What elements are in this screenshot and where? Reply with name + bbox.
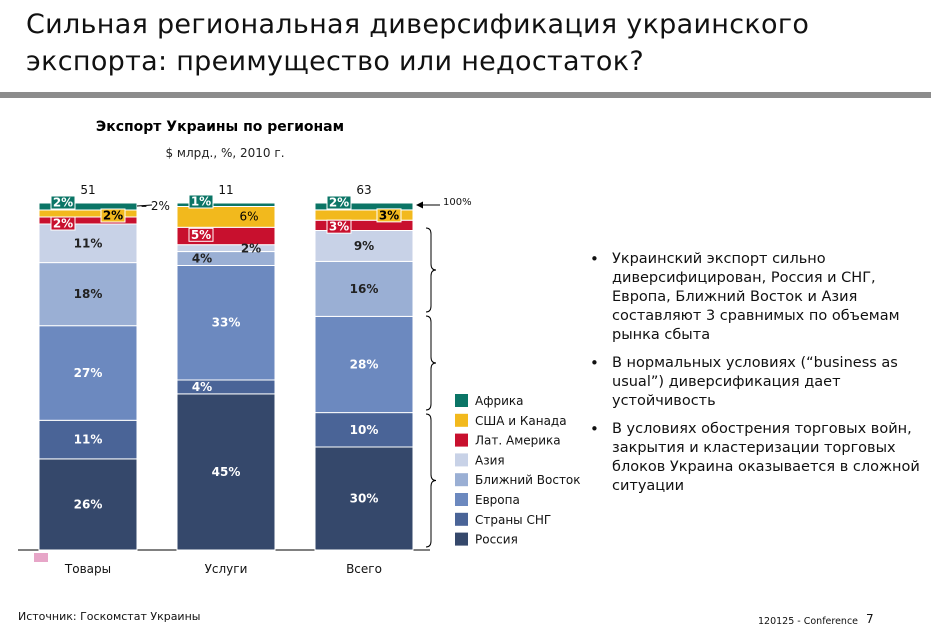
data-label: 2% <box>241 242 261 256</box>
legend-label: Африка <box>475 394 524 408</box>
callout-line <box>136 204 153 207</box>
slide-title: Сильная региональная диверсификация укра… <box>26 9 810 77</box>
data-label: 9% <box>354 239 374 253</box>
data-label-box <box>100 208 126 223</box>
legend-swatch <box>455 394 468 407</box>
legend-label: Ближний Восток <box>475 473 581 487</box>
stacked-bar-chart: 26%11%27%18%11%2%2%2%51Товары45%4%33%4%2… <box>18 183 581 576</box>
legend-swatch <box>455 453 468 467</box>
data-label: 11% <box>74 433 103 447</box>
data-label-box <box>326 219 352 234</box>
bar-segment <box>314 260 414 317</box>
bar-segment <box>314 315 414 414</box>
data-label: 18% <box>74 287 103 301</box>
data-label-box <box>188 227 214 242</box>
bar-segment <box>314 202 414 211</box>
data-label: 11% <box>74 236 103 250</box>
bar-segment <box>314 412 414 448</box>
legend-label: Азия <box>475 453 505 467</box>
data-label: 26% <box>74 497 103 511</box>
category-label: Всего <box>346 562 382 576</box>
data-label: 4% <box>192 380 212 394</box>
data-label: 2% <box>53 196 73 210</box>
chart-subtitle: $ млрд., %, 2010 г. <box>165 146 285 160</box>
bullet-list: Украинский экспорт сильно диверсифициров… <box>590 250 920 505</box>
data-label: 3% <box>329 220 349 234</box>
bar-segment <box>38 458 138 551</box>
page-number: 7 <box>866 612 874 626</box>
data-label: 2% <box>103 209 123 223</box>
title-divider <box>0 92 931 98</box>
chart-title: Экспорт Украины по регионам <box>95 119 345 135</box>
data-label: 6% <box>239 209 258 223</box>
category-label: Товары <box>64 562 111 576</box>
total-marker-label: 100% <box>443 197 472 208</box>
legend-swatch <box>455 473 468 487</box>
legend-label: Россия <box>475 533 518 547</box>
footer-label: 120125 - Conference <box>758 616 859 627</box>
data-label: 1% <box>191 195 211 209</box>
bar-segment <box>176 393 276 551</box>
data-label: 2% <box>53 217 73 231</box>
decorative-mark <box>34 553 48 562</box>
bullet-item: В нормальных условиях (“business as usua… <box>590 354 920 411</box>
data-label: 3% <box>379 208 399 222</box>
data-label: 4% <box>192 252 212 266</box>
legend-swatch <box>455 433 468 447</box>
data-label: 30% <box>350 492 379 506</box>
data-label: 16% <box>350 282 379 296</box>
bar-segment <box>38 419 138 460</box>
data-label-box <box>376 208 402 223</box>
brace-russia-cis <box>425 413 437 548</box>
bar-segment <box>176 265 276 381</box>
bar-segment <box>38 223 138 264</box>
brace-asia-mideast <box>425 227 437 313</box>
legend-swatch <box>455 512 468 526</box>
source-note: Источник: Госкомстат Украины <box>18 610 201 623</box>
bar-segment <box>38 262 138 327</box>
legend-swatch <box>455 493 468 506</box>
category-label: Услуги <box>205 562 248 576</box>
bullet-item: В условиях обострения торговых войн, зак… <box>590 420 920 496</box>
legend-label: Лат. Америка <box>475 434 561 448</box>
bar-total-label: 51 <box>80 183 95 197</box>
legend-label: Страны СНГ <box>475 513 551 527</box>
data-label: 45% <box>212 465 241 479</box>
bar-segment <box>314 230 414 262</box>
marker-arrow-head <box>416 201 423 209</box>
data-label-box <box>50 195 76 210</box>
legend-label: США и Канада <box>475 414 567 428</box>
brace-europe <box>425 315 437 411</box>
data-label-box <box>326 195 352 210</box>
data-label: 28% <box>350 358 379 372</box>
data-label: 10% <box>350 423 379 437</box>
bar-total-label: 11 <box>218 183 233 197</box>
legend-swatch <box>455 532 468 546</box>
bar-total-label: 63 <box>356 183 371 197</box>
callout-label: – 2% <box>141 199 170 213</box>
bar-segment <box>38 202 138 211</box>
bar-segment <box>176 206 276 228</box>
bar-segment <box>176 202 276 207</box>
data-label: 2% <box>329 196 349 210</box>
legend-swatch <box>455 413 468 427</box>
bar-segment <box>314 446 414 551</box>
legend-label: Европа <box>475 493 520 507</box>
data-label: 27% <box>74 366 103 380</box>
data-label-box <box>50 216 76 231</box>
data-label: 33% <box>212 316 241 330</box>
data-label: 5% <box>191 228 211 242</box>
bullet-item: Украинский экспорт сильно диверсифициров… <box>590 250 920 345</box>
data-label-box <box>188 194 214 209</box>
